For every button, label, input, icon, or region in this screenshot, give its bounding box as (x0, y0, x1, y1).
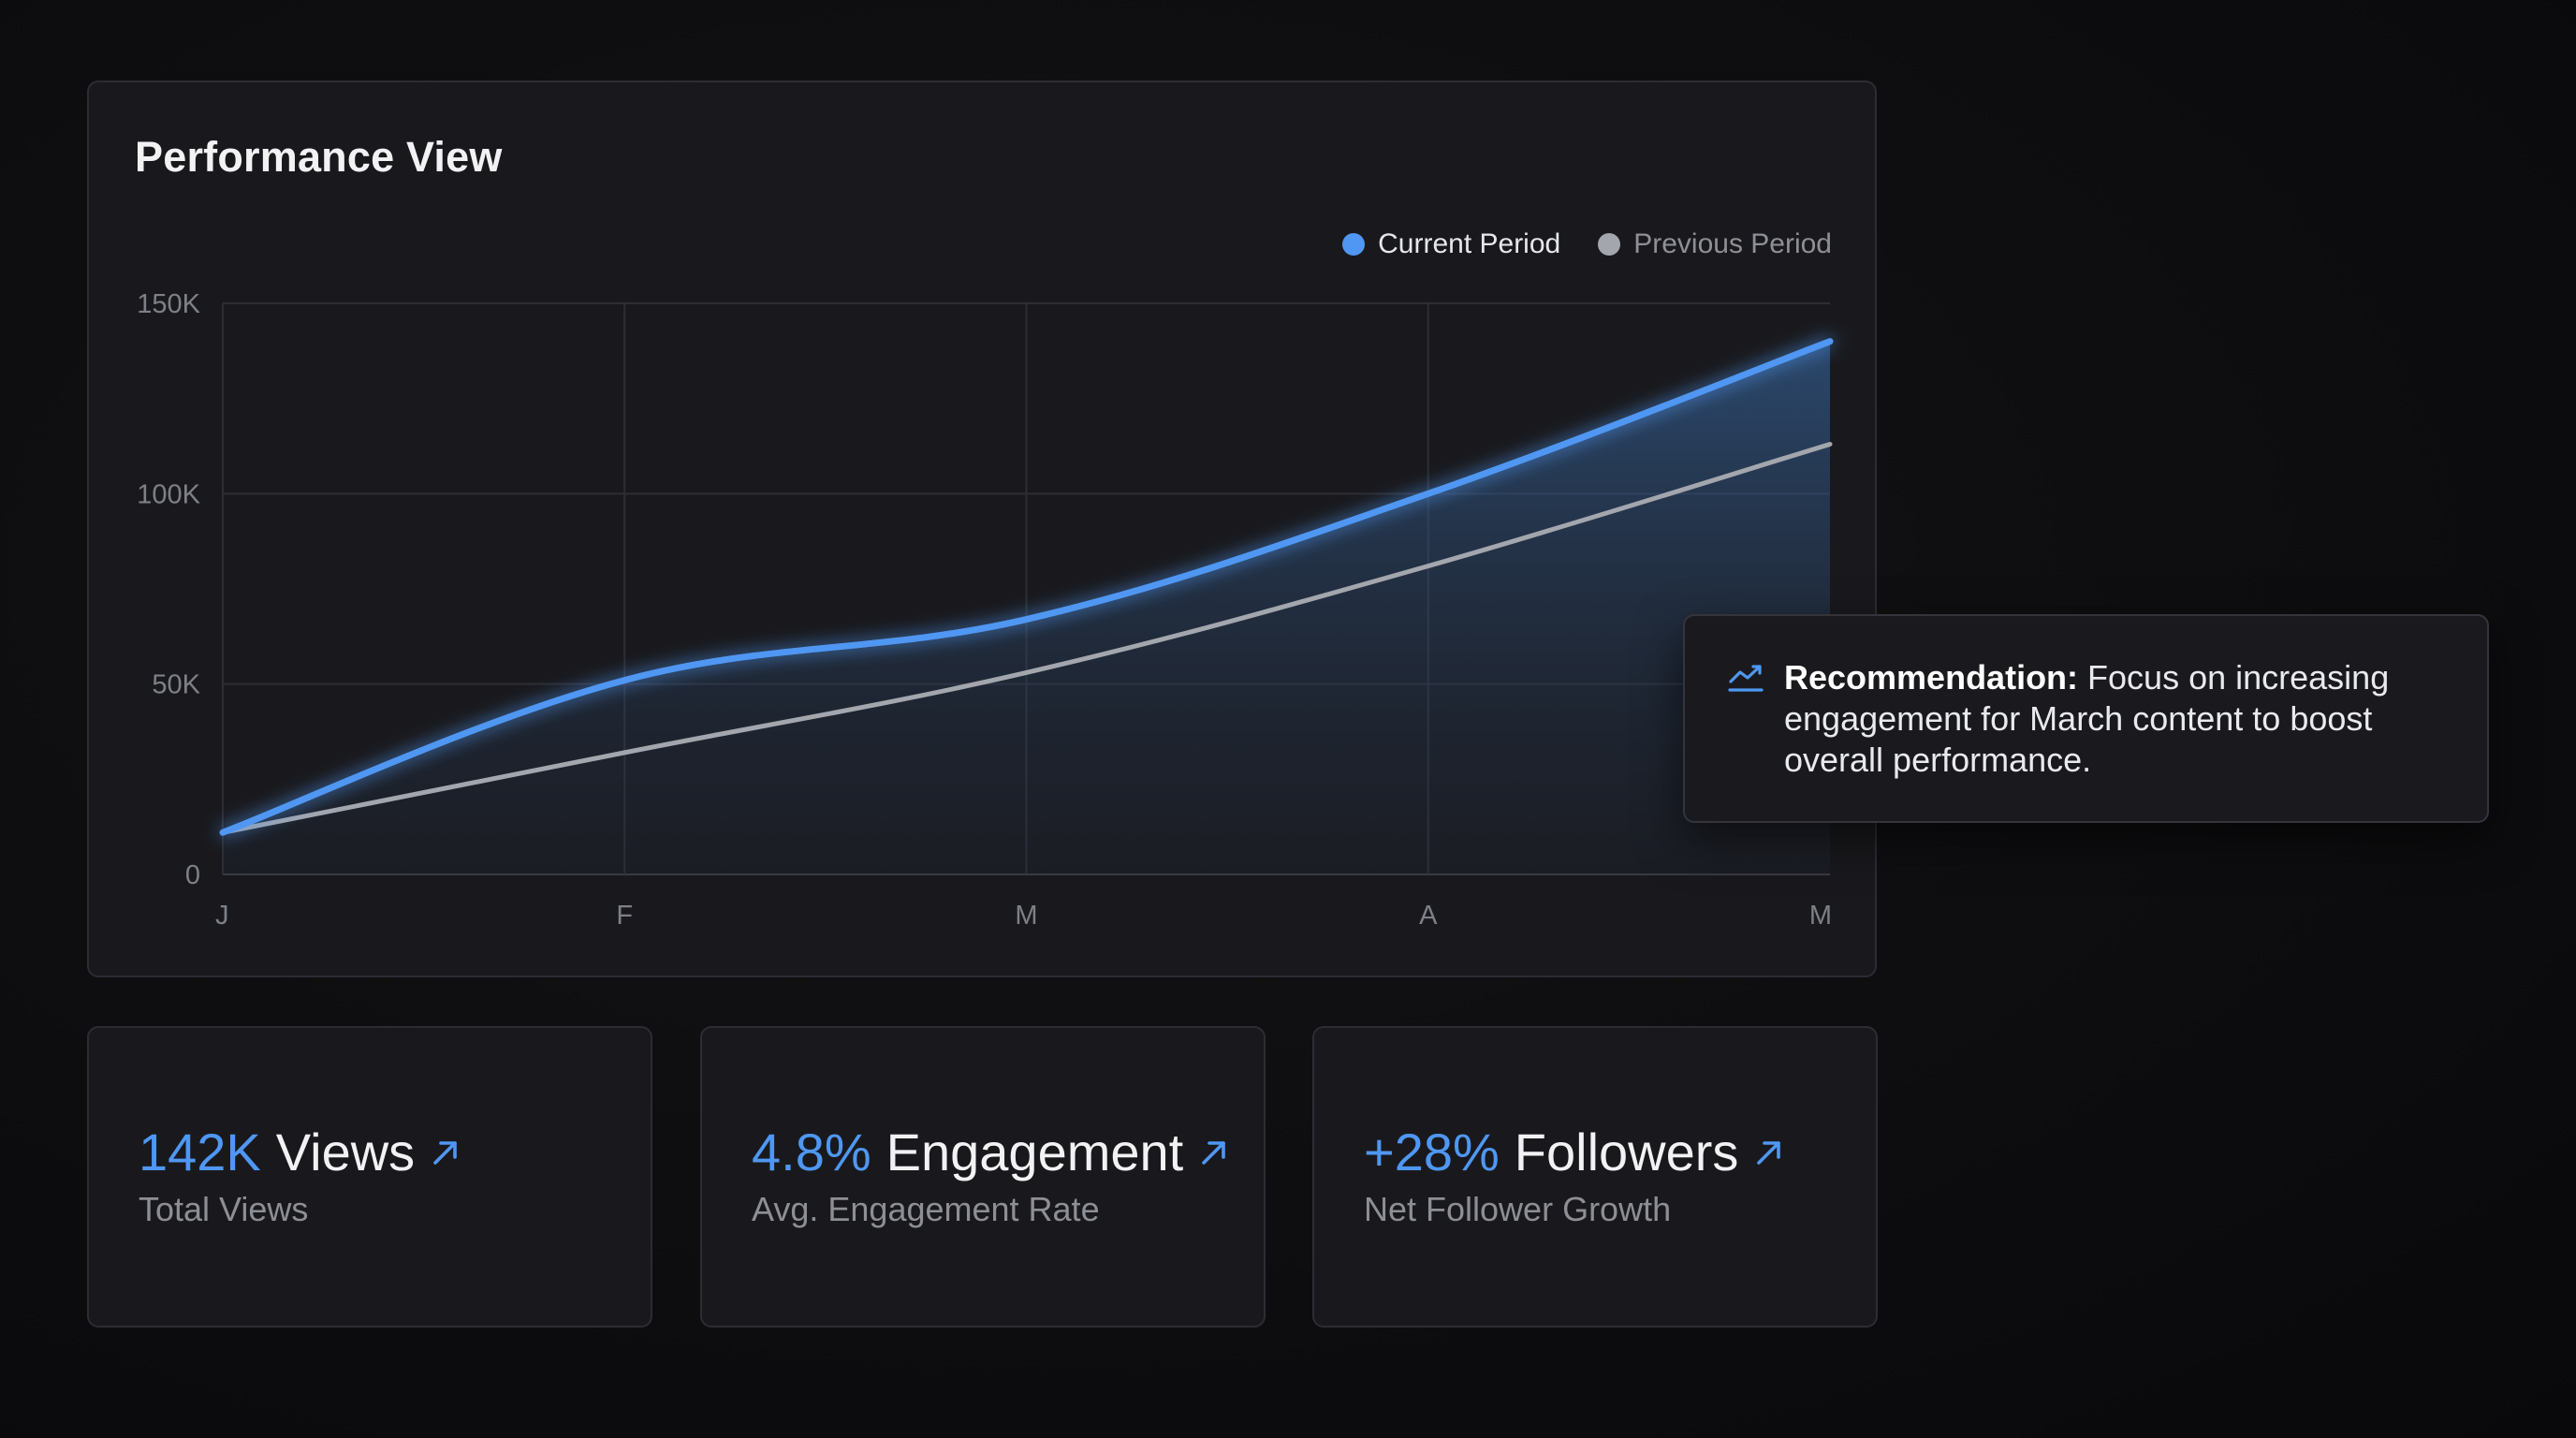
recommendation-text: Recommendation: Focus on increasing enga… (1784, 657, 2458, 781)
card-subtitle: Avg. Engagement Rate (752, 1190, 1100, 1228)
arrow-up-right-icon (1202, 1141, 1226, 1165)
legend-label-current: Current Period (1378, 228, 1561, 259)
stat-card-views[interactable]: 142K Views Total Views (87, 1026, 652, 1328)
arrow-up-right-icon (433, 1141, 457, 1165)
legend-label-previous: Previous Period (1633, 228, 1832, 259)
card-subtitle: Total Views (139, 1190, 309, 1228)
card-value: 142K (139, 1123, 261, 1181)
recommendation-body: Focus on increasing engagement for March… (1784, 658, 2390, 779)
performance-panel: Performance View Current Period Previous… (87, 81, 1877, 977)
stat-card-followers[interactable]: +28% Followers Net Follower Growth (1312, 1026, 1878, 1328)
card-value: 4.8% (752, 1123, 871, 1181)
card-headline: 142K Views (139, 1122, 461, 1183)
legend-dot-previous (1598, 233, 1621, 256)
card-unit: Followers (1514, 1123, 1739, 1181)
card-unit: Engagement (886, 1123, 1184, 1181)
recommendation-label: Recommendation: (1784, 658, 2079, 697)
card-headline: +28% Followers (1364, 1122, 1785, 1183)
recommendation-tooltip: Recommendation: Focus on increasing enga… (1683, 614, 2489, 823)
legend-dot-current (1342, 233, 1366, 256)
legend-item-previous[interactable]: Previous Period (1598, 228, 1832, 260)
card-headline: 4.8% Engagement (752, 1122, 1230, 1183)
chart-legend: Current Period Previous Period (1342, 226, 1832, 263)
trend-up-icon (1728, 665, 1764, 692)
panel-title: Performance View (135, 133, 503, 181)
stat-card-engagement[interactable]: 4.8% Engagement Avg. Engagement Rate (700, 1026, 1266, 1328)
legend-item-current[interactable]: Current Period (1342, 228, 1560, 260)
card-subtitle: Net Follower Growth (1364, 1190, 1672, 1228)
card-unit: Views (275, 1123, 416, 1181)
arrow-up-right-icon (1757, 1141, 1781, 1165)
card-value: +28% (1364, 1123, 1500, 1181)
